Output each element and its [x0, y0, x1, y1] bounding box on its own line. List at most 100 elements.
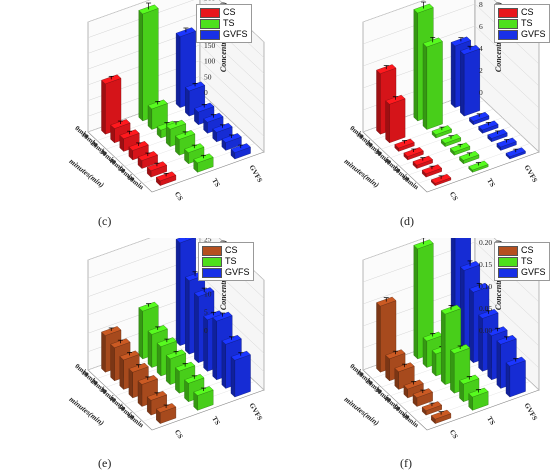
legend-entry-gvfs: GVFS	[200, 29, 248, 40]
bar-ts-50min	[459, 150, 480, 165]
bar-top-face	[422, 37, 443, 48]
bar-top-face	[413, 239, 434, 250]
bar-ts-0min	[138, 2, 159, 122]
grid-line	[87, 60, 265, 121]
bar-gvfs-60min	[230, 350, 251, 398]
bar-top-face	[478, 309, 499, 319]
z-tick-label: 6	[479, 22, 483, 31]
z-tick-label: 0.20	[479, 238, 492, 247]
bar-gvfs-50min	[221, 133, 242, 151]
group-tick-label: TS	[485, 415, 496, 427]
bar-side-face	[175, 32, 181, 109]
group-tick-label: GVFS	[248, 402, 264, 422]
legend-label-ts: TS	[521, 18, 533, 28]
legend-label-cs: CS	[521, 245, 534, 255]
legend-swatch-cs	[498, 7, 518, 18]
bar-gvfs-60min	[505, 147, 526, 160]
bar-side-face	[185, 276, 190, 355]
bar-front-face	[463, 48, 481, 117]
legend-entry-ts: TS	[498, 256, 546, 267]
time-axis-title: minutes(min)	[343, 395, 382, 428]
z-tick-label: 0.10	[479, 282, 492, 291]
bar-side-face	[496, 340, 501, 389]
bar-top-face	[450, 36, 472, 47]
group-tick-label: GVFS	[523, 402, 539, 422]
group-tick-label: CS	[173, 428, 184, 440]
z-tick-label: 4	[479, 44, 483, 53]
bar-ts-60min	[193, 386, 214, 411]
legend-entry-ts: TS	[498, 18, 546, 29]
legend-swatch-cs	[200, 7, 220, 18]
z-tick-label: 150	[204, 41, 216, 50]
legend-entry-gvfs: GVFS	[202, 267, 250, 278]
legend-entry-cs: CS	[498, 245, 546, 256]
bar-gvfs-20min	[469, 111, 490, 126]
z-tick-label: 0	[204, 88, 208, 97]
z-tick-label: 300	[204, 0, 216, 3]
bar-top-face	[175, 238, 195, 244]
time-axis-title: minutes(min)	[343, 157, 382, 190]
bar-side-face	[505, 362, 511, 398]
bar-side-face	[128, 368, 133, 399]
legend-swatch-gvfs	[498, 267, 518, 278]
bar-cs-60min	[155, 403, 177, 425]
z-tick-label: 0.00	[479, 326, 492, 335]
bar-top-face	[440, 304, 462, 315]
bar-gvfs-40min	[212, 122, 233, 143]
bar-front-face	[234, 354, 251, 398]
legend-swatch-ts	[200, 18, 220, 29]
legend-swatch-cs	[498, 245, 518, 256]
chart-d: 0246810Concentration(mg/L)0min10min20min…	[343, 0, 540, 202]
legend-entry-ts: TS	[200, 18, 248, 29]
bar-side-face	[137, 380, 143, 407]
legend-d: CS TS GVFS	[494, 4, 550, 43]
z-tick-label: 50	[204, 72, 212, 81]
z-tick-label: 10	[204, 289, 212, 298]
bar-side-face	[450, 41, 456, 109]
z-tick-label: 25	[204, 238, 212, 243]
legend-entry-cs: CS	[202, 245, 250, 256]
bar-ts-50min	[184, 143, 205, 165]
bar-cs-50min	[421, 164, 443, 178]
caption-c: (c)	[98, 214, 112, 228]
bar-cs-30min	[128, 141, 149, 161]
z-tick-label: 8	[479, 0, 483, 9]
bar-side-face	[101, 331, 106, 373]
bar-ts-10min	[422, 37, 443, 130]
legend-label-cs: CS	[521, 7, 534, 17]
bar-side-face	[431, 349, 437, 377]
bar-cs-0min	[101, 74, 122, 135]
bar-cs-30min	[403, 379, 424, 399]
time-axis-title: minutes(min)	[68, 157, 107, 190]
grid-line	[87, 44, 265, 106]
caption-e: (e)	[98, 456, 112, 470]
bar-cs-60min	[430, 173, 452, 187]
legend-entry-ts: TS	[202, 256, 250, 267]
bar-gvfs-60min	[505, 356, 526, 398]
bar-side-face	[422, 42, 428, 130]
legend-label-ts: TS	[225, 256, 237, 266]
bar-ts-40min	[450, 142, 471, 156]
bar-cs-40min	[412, 388, 433, 407]
legend-entry-gvfs: GVFS	[498, 29, 546, 40]
legend-label-gvfs: GVFS	[521, 29, 546, 39]
bar-side-face	[230, 356, 236, 398]
bar-side-face	[203, 315, 208, 372]
legend-swatch-ts	[498, 256, 518, 267]
bar-cs-60min	[155, 171, 177, 187]
legend-label-cs: CS	[225, 245, 238, 255]
bar-side-face	[376, 69, 381, 135]
bar-side-face	[487, 331, 492, 381]
bar-side-face	[376, 302, 381, 373]
bar-side-face	[440, 310, 446, 386]
legend-e: CS TS GVFS	[198, 242, 254, 281]
bar-side-face	[413, 9, 418, 122]
bar-side-face	[110, 343, 115, 382]
legend-entry-cs: CS	[498, 7, 546, 18]
legend-label-gvfs: GVFS	[521, 267, 546, 277]
legend-f: CS TS GVFS	[494, 242, 550, 281]
panel-c: 050100150200250300350Concentration(mg/L)…	[0, 0, 275, 237]
bar-side-face	[175, 238, 181, 347]
bar-ts-30min	[440, 133, 462, 148]
